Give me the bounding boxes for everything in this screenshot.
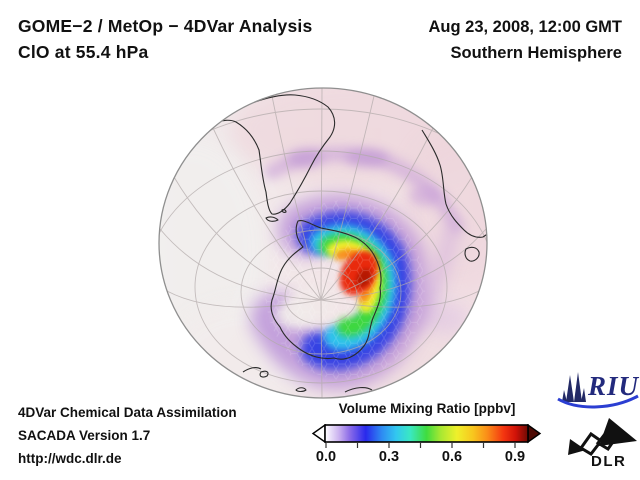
coast-bottom-right — [344, 387, 373, 393]
coast-new-zealand — [242, 367, 269, 378]
colorbar — [311, 424, 542, 448]
colorbar-tick-label-3: 0.9 — [504, 449, 526, 465]
colorbar-right-arrow — [527, 424, 542, 444]
dlr-logo-text: DLR — [591, 453, 626, 470]
dlr-star-icon — [568, 418, 637, 456]
coast-small-island — [295, 387, 307, 393]
coast-antarctica — [270, 220, 382, 360]
coast-tierra-del-fuego — [265, 216, 279, 222]
globe-limb — [158, 87, 488, 399]
title-line-1: GOME−2 / MetOp − 4DVar Analysis — [18, 16, 313, 36]
coast-madagascar — [464, 246, 480, 262]
coast-south-america — [211, 94, 336, 215]
graticule — [159, 88, 487, 398]
hex-grid-texture — [265, 200, 425, 380]
credit-url: http://wdc.dlr.de — [18, 451, 122, 466]
coast-africa — [421, 129, 487, 238]
riu-cathedral-icon — [562, 372, 586, 402]
colorbar-gradient — [324, 424, 529, 443]
coast-falklands — [281, 209, 287, 213]
clo-filament-bands — [264, 146, 467, 334]
hemisphere-label: Southern Hemisphere — [450, 44, 622, 62]
riu-logo: RIU — [557, 371, 640, 409]
riu-swoosh — [557, 394, 639, 409]
colorbar-ticks — [325, 443, 516, 448]
colorbar-tick-label-2: 0.6 — [441, 449, 463, 465]
colorbar-left-arrow — [311, 424, 326, 444]
colorbar-title: Volume Mixing Ratio [ppbv] — [338, 401, 516, 416]
figure-title-block: GOME−2 / MetOp − 4DVar Analysis ClO at 5… — [18, 13, 312, 65]
colorbar-tick-label-1: 0.3 — [378, 449, 400, 465]
coastlines — [211, 94, 487, 393]
figure-date-block: Aug 23, 2008, 12:00 GMT Southern Hemisph… — [429, 14, 623, 66]
credit-line-1: 4DVar Chemical Data Assimilation — [18, 405, 237, 420]
riu-logo-text: RIU — [587, 371, 640, 401]
credit-line-2: SACADA Version 1.7 — [18, 428, 151, 443]
title-line-2: ClO at 55.4 hPa — [18, 42, 149, 62]
dlr-logo: DLR — [568, 418, 637, 470]
datetime-label: Aug 23, 2008, 12:00 GMT — [428, 18, 623, 36]
colorbar-tick-label-0: 0.0 — [315, 449, 337, 465]
credits-block: 4DVar Chemical Data Assimilation SACADA … — [18, 401, 237, 470]
